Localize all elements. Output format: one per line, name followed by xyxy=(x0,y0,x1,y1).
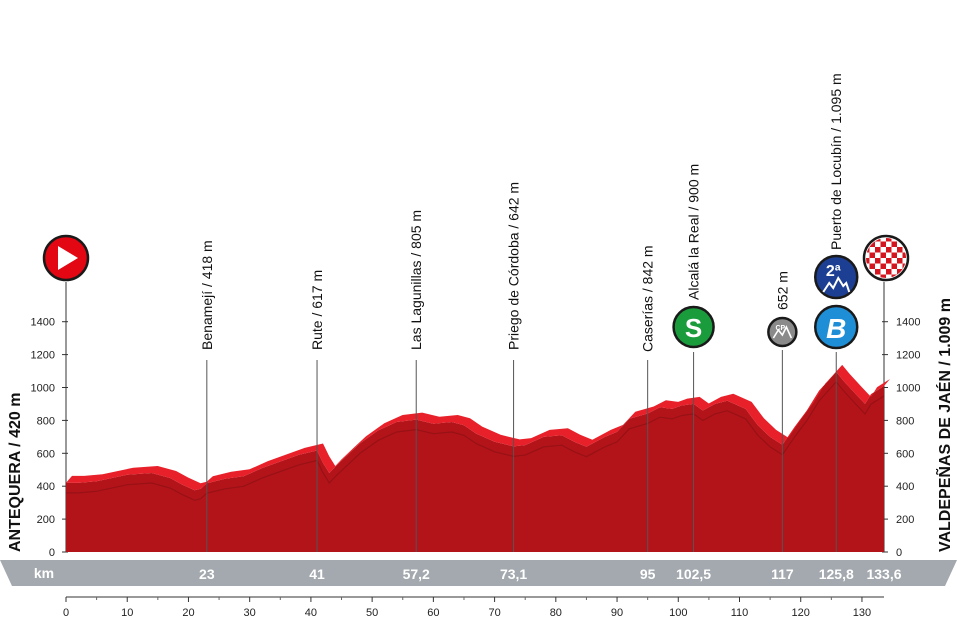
point-label: Caserías / 842 m xyxy=(640,245,656,352)
y-tick-label-left: 1000 xyxy=(31,383,55,395)
start-label: ANTEQUERA / 420 m xyxy=(7,393,24,552)
finish-checker xyxy=(869,241,875,247)
y-tick-label-left: 0 xyxy=(49,547,55,559)
marker-layer: Benamejí / 418 m Rute / 617 m Las Lagunill… xyxy=(199,73,844,552)
bonus-icon-text: B xyxy=(826,313,846,344)
finish-checker xyxy=(897,258,903,264)
finish-checker xyxy=(880,241,886,247)
x-tick-label: 90 xyxy=(611,607,623,619)
cp-mountain-glyph xyxy=(772,325,793,339)
finish-checker xyxy=(875,258,881,264)
point-label: Priego de Córdoba / 642 m xyxy=(506,182,522,350)
x-tick-label: 60 xyxy=(427,607,439,619)
climb-cat2-text: 2ª xyxy=(826,263,841,280)
x-tick-label: 130 xyxy=(853,607,871,619)
y-tick-label-left: 200 xyxy=(37,514,55,526)
point-label: 652 m xyxy=(774,271,790,310)
x-tick-label: 0 xyxy=(63,607,69,619)
y-tick-label-right: 800 xyxy=(896,415,914,427)
sprint-icon xyxy=(672,305,715,349)
point-label: Benamejí / 418 m xyxy=(199,240,215,350)
point-label: Las Lagunillas / 805 m xyxy=(408,210,424,350)
axis-layer: km 23 41 57,2 73,1 95 102,5 117 125,8 133,6 0 10 20 3… xyxy=(0,298,957,619)
finish-checker xyxy=(869,263,875,269)
km-marker-label: 117 xyxy=(771,566,794,582)
bonus-icon xyxy=(813,304,859,350)
km-marker-label: 23 xyxy=(199,566,215,582)
finish-checker xyxy=(880,274,886,278)
cp-icon xyxy=(767,316,798,348)
finish-checker xyxy=(886,269,892,275)
start-play-glyph xyxy=(58,246,78,270)
finish-checker xyxy=(866,238,870,242)
y-tick-label-right: 1200 xyxy=(896,350,920,362)
x-tick-label: 120 xyxy=(792,607,810,619)
point-label: Alcalá la Real / 900 m xyxy=(686,164,702,300)
km-marker-label: 102,5 xyxy=(676,566,711,582)
finish-checker xyxy=(891,263,897,269)
finish-checker xyxy=(886,247,892,253)
finish-checker xyxy=(897,269,903,275)
x-tick-label: 10 xyxy=(121,607,133,619)
y-tick-label-right: 200 xyxy=(896,514,914,526)
icon-layer: S CP 2ª B xyxy=(42,234,910,350)
x-tick-label: 80 xyxy=(550,607,562,619)
point-label: Puerto de Locubín / 1.095 m xyxy=(828,73,844,250)
finish-checker xyxy=(886,238,892,242)
elevation-profile-top xyxy=(66,364,890,491)
finish-checker xyxy=(866,258,870,264)
x-tick-label: 110 xyxy=(731,607,749,619)
x-tick-label: 40 xyxy=(305,607,317,619)
climb-mountain-glyph xyxy=(822,275,851,293)
finish-checker xyxy=(897,247,903,253)
y-tick-label-left: 600 xyxy=(37,448,55,460)
y-tick-label-left: 400 xyxy=(37,481,55,493)
elevation-profile xyxy=(66,371,884,552)
finish-label: VALDEPEÑAS DE JAÉN / 1.009 m xyxy=(934,298,954,552)
y-tick-label-right: 600 xyxy=(896,448,914,460)
y-tick-label-right: 1000 xyxy=(896,383,920,395)
cp-icon-text: CP xyxy=(775,325,785,332)
x-tick-label: 30 xyxy=(244,607,256,619)
km-marker-label: 95 xyxy=(640,566,656,582)
finish-checker xyxy=(875,247,881,253)
finish-checker xyxy=(880,263,886,269)
point-label: Rute / 617 m xyxy=(309,270,325,350)
finish-checker xyxy=(891,241,897,247)
km-band-label: km xyxy=(34,565,54,581)
km-marker-label: 133,6 xyxy=(866,566,901,582)
km-marker-label: 73,1 xyxy=(500,566,527,582)
finish-checker xyxy=(869,252,875,258)
y-tick-label-right: 0 xyxy=(896,547,902,559)
km-band xyxy=(0,560,957,586)
finish-checker xyxy=(902,252,906,258)
x-tick-label: 50 xyxy=(366,607,378,619)
finish-checker xyxy=(875,269,881,275)
y-tick-label-right: 1400 xyxy=(896,317,920,329)
finish-checker xyxy=(891,252,897,258)
y-tick-label-left: 800 xyxy=(37,415,55,427)
x-tick-label: 20 xyxy=(182,607,194,619)
y-tick-label-left: 1200 xyxy=(31,350,55,362)
finish-checker xyxy=(886,258,892,264)
y-tick-label-right: 400 xyxy=(896,481,914,493)
km-marker-label: 125,8 xyxy=(819,566,854,582)
finish-checker xyxy=(902,274,906,278)
km-marker-label: 57,2 xyxy=(403,566,430,582)
x-tick-label: 70 xyxy=(488,607,500,619)
profile-layer xyxy=(66,364,890,552)
finish-checker xyxy=(880,252,886,258)
x-tick-label: 100 xyxy=(669,607,687,619)
sprint-icon-text: S xyxy=(685,313,702,343)
km-marker-label: 41 xyxy=(309,566,325,582)
y-tick-label-left: 1400 xyxy=(31,317,55,329)
